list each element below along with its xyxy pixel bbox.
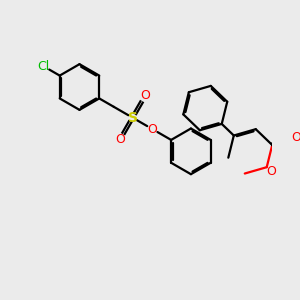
Text: O: O	[115, 133, 125, 146]
Text: O: O	[140, 89, 150, 102]
Text: O: O	[292, 131, 300, 145]
Text: O: O	[147, 123, 157, 136]
Text: O: O	[266, 165, 276, 178]
Text: S: S	[128, 111, 137, 124]
Text: Cl: Cl	[37, 60, 50, 73]
